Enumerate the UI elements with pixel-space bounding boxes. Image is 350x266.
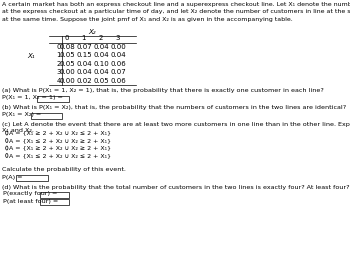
- Text: 0.15: 0.15: [76, 52, 92, 58]
- Text: 0.02: 0.02: [76, 78, 92, 84]
- Text: A = {X₁ ≥ 2 + X₂ ∪ X₂ ≥ 2 + X₁}: A = {X₁ ≥ 2 + X₂ ∪ X₂ ≥ 2 + X₁}: [9, 146, 111, 151]
- Bar: [31, 113, 62, 118]
- Text: (b) What is P(X₁ = X₂), that is, the probability that the numbers of customers i: (b) What is P(X₁ = X₂), that is, the pro…: [2, 105, 346, 110]
- Bar: [16, 175, 48, 181]
- Text: A = {X₁ ≤ 2 + X₂ ∪ X₂ ≥ 2 + X₁}: A = {X₁ ≤ 2 + X₂ ∪ X₂ ≥ 2 + X₁}: [9, 138, 111, 143]
- Text: X₁: X₁: [28, 52, 35, 59]
- Text: 0.06: 0.06: [110, 61, 126, 67]
- Text: 0.05: 0.05: [59, 61, 75, 67]
- Text: A = {X₁ ≤ 2 + X₂ ∪ X₂ ≤ 2 + X₁}: A = {X₁ ≤ 2 + X₂ ∪ X₂ ≤ 2 + X₁}: [9, 153, 111, 158]
- Text: 0: 0: [65, 35, 69, 41]
- Text: 0.08: 0.08: [59, 44, 75, 50]
- Text: (d) What is the probability that the total number of customers in the two lines : (d) What is the probability that the tot…: [2, 185, 349, 189]
- Text: X₂: X₂: [89, 28, 96, 35]
- Bar: [40, 192, 69, 198]
- Text: 0.04: 0.04: [110, 52, 126, 58]
- Bar: [40, 199, 69, 205]
- Text: 0.07: 0.07: [76, 44, 92, 50]
- Text: P(A) =: P(A) =: [2, 174, 22, 180]
- Text: 0.04: 0.04: [93, 52, 109, 58]
- Text: 0.04: 0.04: [76, 69, 92, 75]
- Text: (a) What is P(X₁ = 1, X₂ = 1), that is, the probability that there is exactly on: (a) What is P(X₁ = 1, X₂ = 1), that is, …: [2, 88, 323, 93]
- Text: 0.05: 0.05: [59, 52, 75, 58]
- Text: at the express checkout at a particular time of day, and let X₂ denote the numbe: at the express checkout at a particular …: [2, 10, 350, 15]
- Text: A = {X₁ ≥ 2 + X₂ ∪ X₂ ≤ 2 + X₁}: A = {X₁ ≥ 2 + X₂ ∪ X₂ ≤ 2 + X₁}: [9, 131, 111, 135]
- Text: (c) Let A denote the event that there are at least two more customers in one lin: (c) Let A denote the event that there ar…: [2, 122, 350, 127]
- Text: X₁ and X₂.: X₁ and X₂.: [2, 128, 34, 134]
- Text: A certain market has both an express checkout line and a superexpress checkout l: A certain market has both an express che…: [2, 2, 350, 7]
- Text: 3: 3: [116, 35, 120, 41]
- Text: 0.10: 0.10: [93, 61, 109, 67]
- Text: 0.04: 0.04: [76, 61, 92, 67]
- Text: 1: 1: [56, 52, 61, 58]
- Text: 0.00: 0.00: [59, 69, 75, 75]
- Text: 0.06: 0.06: [110, 78, 126, 84]
- Text: P(exactly four) =: P(exactly four) =: [3, 192, 57, 197]
- Text: 0: 0: [56, 44, 61, 50]
- Bar: [37, 95, 69, 102]
- Text: Calculate the probability of this event.: Calculate the probability of this event.: [2, 168, 126, 172]
- Text: 0.07: 0.07: [110, 69, 126, 75]
- Text: 2: 2: [56, 61, 61, 67]
- Text: 0.00: 0.00: [110, 44, 126, 50]
- Text: 1: 1: [82, 35, 86, 41]
- Text: P(X₁ = 1, X₂ = 1) =: P(X₁ = 1, X₂ = 1) =: [2, 95, 63, 100]
- Text: 0.04: 0.04: [93, 69, 109, 75]
- Text: 0.05: 0.05: [93, 78, 109, 84]
- Text: P(X₁ = X₂) =: P(X₁ = X₂) =: [2, 112, 41, 117]
- Text: 3: 3: [56, 69, 61, 75]
- Text: at the same time. Suppose the joint pmf of X₁ and X₂ is as given in the accompan: at the same time. Suppose the joint pmf …: [2, 17, 293, 22]
- Text: 4: 4: [56, 78, 61, 84]
- Text: P(at least four) =: P(at least four) =: [3, 198, 58, 203]
- Text: 0.00: 0.00: [59, 78, 75, 84]
- Text: 2: 2: [99, 35, 103, 41]
- Text: 0.04: 0.04: [93, 44, 109, 50]
